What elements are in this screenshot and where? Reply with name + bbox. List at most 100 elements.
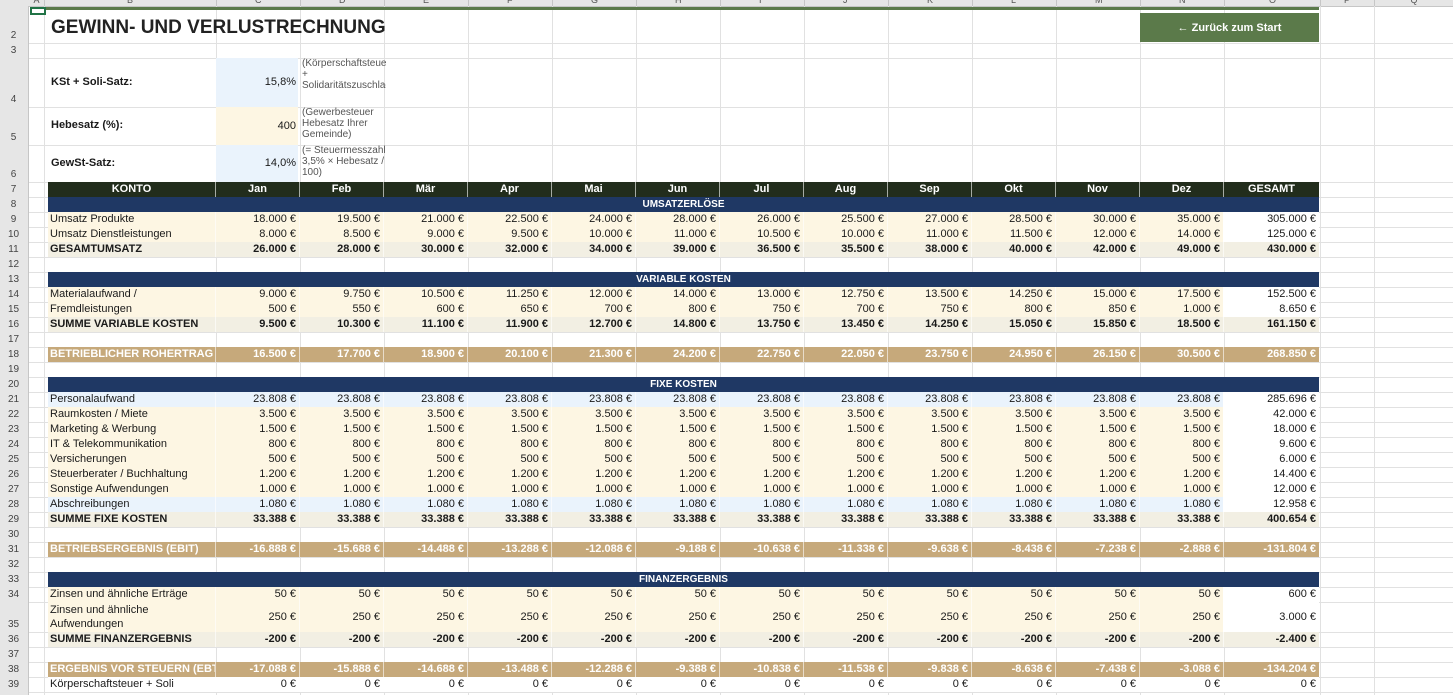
total-cell[interactable]: 18.000 € bbox=[1223, 422, 1319, 437]
row-number[interactable]: 34 bbox=[7, 589, 20, 600]
month-cell[interactable]: 28.000 € bbox=[299, 242, 383, 257]
total-cell[interactable]: 305.000 € bbox=[1223, 212, 1319, 227]
month-cell[interactable]: 1.200 € bbox=[467, 467, 551, 482]
month-cell[interactable]: 1.000 € bbox=[803, 482, 887, 497]
month-cell[interactable]: 800 € bbox=[215, 437, 299, 452]
row-number[interactable]: 25 bbox=[7, 454, 20, 465]
column-letter[interactable]: K bbox=[927, 0, 934, 5]
month-cell[interactable]: 1.500 € bbox=[1055, 422, 1139, 437]
row-number[interactable]: 24 bbox=[7, 439, 20, 450]
month-cell[interactable]: 15.000 € bbox=[1055, 287, 1139, 302]
row-label[interactable]: Sonstige Aufwendungen bbox=[48, 482, 215, 497]
month-cell[interactable]: 30.000 € bbox=[1055, 212, 1139, 227]
month-cell[interactable]: 800 € bbox=[1055, 437, 1139, 452]
month-cell[interactable]: 40.000 € bbox=[971, 242, 1055, 257]
month-cell[interactable]: 3.500 € bbox=[971, 407, 1055, 422]
month-cell[interactable]: 19.500 € bbox=[299, 212, 383, 227]
month-cell[interactable]: 33.388 € bbox=[887, 512, 971, 527]
month-cell[interactable]: 1.200 € bbox=[551, 467, 635, 482]
month-cell[interactable]: 33.388 € bbox=[719, 512, 803, 527]
row-number[interactable]: 14 bbox=[7, 289, 20, 300]
month-cell[interactable]: 23.808 € bbox=[299, 392, 383, 407]
month-cell[interactable]: 50 € bbox=[383, 587, 467, 602]
month-cell[interactable]: 250 € bbox=[215, 602, 299, 632]
month-cell[interactable]: 3.500 € bbox=[803, 407, 887, 422]
total-cell[interactable]: 14.400 € bbox=[1223, 467, 1319, 482]
month-cell[interactable]: 23.808 € bbox=[551, 392, 635, 407]
month-cell[interactable]: 0 € bbox=[467, 677, 551, 692]
month-cell[interactable]: 23.808 € bbox=[1139, 392, 1223, 407]
month-cell[interactable]: 1.000 € bbox=[719, 482, 803, 497]
month-cell[interactable]: 11.000 € bbox=[635, 227, 719, 242]
row-label[interactable]: Körperschaftsteuer + Soli bbox=[48, 677, 215, 692]
month-cell[interactable]: 27.000 € bbox=[887, 212, 971, 227]
month-cell[interactable]: 1.500 € bbox=[719, 422, 803, 437]
total-cell[interactable]: 12.000 € bbox=[1223, 482, 1319, 497]
month-cell[interactable]: 1.000 € bbox=[1055, 482, 1139, 497]
row-label[interactable]: Raumkosten / Miete bbox=[48, 407, 215, 422]
row-number[interactable]: 36 bbox=[7, 634, 20, 645]
month-cell[interactable]: -16.888 € bbox=[215, 542, 299, 557]
month-cell[interactable]: 800 € bbox=[551, 437, 635, 452]
total-cell[interactable]: 152.500 € bbox=[1223, 287, 1319, 302]
month-cell[interactable]: 30.500 € bbox=[1139, 347, 1223, 362]
row-number[interactable]: 9 bbox=[10, 214, 17, 225]
column-letter[interactable]: I bbox=[759, 0, 762, 5]
row-label[interactable]: Fremdleistungen bbox=[48, 302, 215, 317]
month-cell[interactable]: 26.000 € bbox=[215, 242, 299, 257]
month-cell[interactable]: 0 € bbox=[635, 677, 719, 692]
month-cell[interactable]: -14.488 € bbox=[383, 542, 467, 557]
row-number[interactable]: 5 bbox=[10, 132, 17, 143]
total-cell[interactable]: 600 € bbox=[1223, 587, 1319, 602]
month-cell[interactable]: -7.238 € bbox=[1055, 542, 1139, 557]
month-cell[interactable]: 750 € bbox=[887, 302, 971, 317]
month-cell[interactable]: 24.000 € bbox=[551, 212, 635, 227]
month-cell[interactable]: 33.388 € bbox=[215, 512, 299, 527]
month-cell[interactable]: 15.850 € bbox=[1055, 317, 1139, 332]
row-label[interactable]: SUMME FIXE KOSTEN bbox=[48, 512, 215, 527]
month-cell[interactable]: 1.200 € bbox=[803, 467, 887, 482]
month-cell[interactable]: 1.200 € bbox=[971, 467, 1055, 482]
month-cell[interactable]: 3.500 € bbox=[719, 407, 803, 422]
month-cell[interactable]: 1.080 € bbox=[467, 497, 551, 512]
month-cell[interactable]: 11.500 € bbox=[971, 227, 1055, 242]
param-value-input[interactable]: 15,8% bbox=[216, 58, 298, 107]
row-number[interactable]: 21 bbox=[7, 394, 20, 405]
month-cell[interactable]: 35.000 € bbox=[1139, 212, 1223, 227]
month-cell[interactable]: 35.500 € bbox=[803, 242, 887, 257]
month-cell[interactable]: 3.500 € bbox=[551, 407, 635, 422]
month-cell[interactable]: 3.500 € bbox=[383, 407, 467, 422]
month-cell[interactable]: 13.450 € bbox=[803, 317, 887, 332]
row-number[interactable]: 33 bbox=[7, 574, 20, 585]
month-cell[interactable]: 1.080 € bbox=[299, 497, 383, 512]
month-cell[interactable]: 800 € bbox=[383, 437, 467, 452]
column-letter[interactable]: D bbox=[339, 0, 346, 5]
month-cell[interactable]: -200 € bbox=[551, 632, 635, 647]
month-cell[interactable]: 20.100 € bbox=[467, 347, 551, 362]
row-number[interactable]: 39 bbox=[7, 679, 20, 690]
month-cell[interactable]: 800 € bbox=[299, 437, 383, 452]
month-cell[interactable]: 50 € bbox=[887, 587, 971, 602]
month-cell[interactable]: 500 € bbox=[887, 452, 971, 467]
row-label[interactable]: IT & Telekommunikation bbox=[48, 437, 215, 452]
month-cell[interactable]: 250 € bbox=[635, 602, 719, 632]
month-cell[interactable]: 1.200 € bbox=[215, 467, 299, 482]
month-cell[interactable]: 23.808 € bbox=[887, 392, 971, 407]
row-number[interactable]: 8 bbox=[10, 199, 17, 210]
month-cell[interactable]: -7.438 € bbox=[1055, 662, 1139, 677]
month-cell[interactable]: 50 € bbox=[467, 587, 551, 602]
month-cell[interactable]: 800 € bbox=[467, 437, 551, 452]
total-cell[interactable]: 430.000 € bbox=[1223, 242, 1319, 257]
month-cell[interactable]: 800 € bbox=[635, 437, 719, 452]
total-cell[interactable]: 400.654 € bbox=[1223, 512, 1319, 527]
month-cell[interactable]: 10.000 € bbox=[803, 227, 887, 242]
month-cell[interactable]: 8.000 € bbox=[215, 227, 299, 242]
param-value-input[interactable]: 400 bbox=[216, 107, 298, 145]
month-cell[interactable]: 23.808 € bbox=[467, 392, 551, 407]
month-cell[interactable]: -9.188 € bbox=[635, 542, 719, 557]
column-letter[interactable]: A bbox=[33, 0, 40, 5]
month-cell[interactable]: 3.500 € bbox=[467, 407, 551, 422]
total-cell[interactable]: 161.150 € bbox=[1223, 317, 1319, 332]
month-cell[interactable]: 1.000 € bbox=[971, 482, 1055, 497]
month-cell[interactable]: 3.500 € bbox=[1055, 407, 1139, 422]
